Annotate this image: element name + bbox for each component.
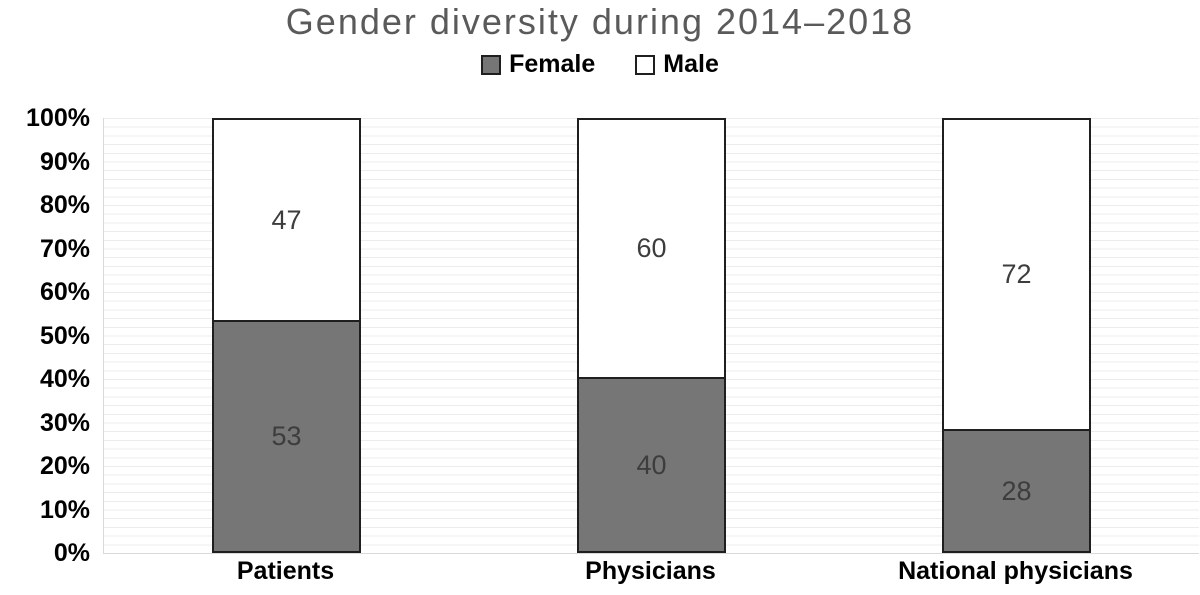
data-label-male: 72 — [1001, 259, 1032, 289]
legend-label: Male — [663, 50, 719, 78]
y-tick-label: 100% — [26, 104, 90, 132]
y-tick-label: 0% — [53, 539, 90, 567]
y-tick-label: 20% — [39, 452, 90, 480]
bar-segment-female-patients: 53 — [212, 320, 361, 553]
legend-swatch-male-icon — [635, 54, 656, 75]
bar-segment-male-patients: 47 — [212, 118, 361, 322]
y-tick-label: 40% — [39, 365, 90, 393]
data-label-female: 40 — [636, 449, 667, 480]
bar-patients: 47 53 — [212, 118, 361, 553]
data-label-female: 28 — [1001, 475, 1032, 506]
bar-segment-male-national-physicians: 72 — [942, 118, 1091, 431]
y-tick-label: 10% — [39, 495, 90, 524]
x-axis: Patients Physicians National physicians — [103, 557, 1198, 593]
data-label-male: 60 — [636, 233, 667, 263]
legend-swatch-female-icon — [481, 54, 502, 75]
chart-title: Gender diversity during 2014–2018 — [285, 1, 915, 42]
bar-segment-female-national-physicians: 28 — [942, 429, 1091, 553]
x-category-label-national-physicians: National physicians — [898, 557, 1133, 585]
y-tick-label: 90% — [39, 147, 90, 176]
y-tick-label: 50% — [39, 321, 90, 350]
legend-item-female: Female — [481, 50, 595, 79]
bar-segment-male-physicians: 60 — [577, 118, 726, 379]
y-tick-label: 70% — [39, 234, 90, 263]
y-tick-label: 60% — [39, 278, 90, 306]
x-category-label-patients: Patients — [236, 557, 335, 585]
data-label-male: 47 — [271, 204, 302, 235]
legend-item-male: Male — [635, 50, 719, 79]
bar-national-physicians: 72 28 — [942, 118, 1091, 553]
plot-area: 47 53 60 40 72 28 — [103, 118, 1199, 554]
x-category-label-physicians: Physicians — [585, 557, 716, 585]
y-tick-label: 30% — [39, 408, 90, 437]
bar-physicians: 60 40 — [577, 118, 726, 553]
legend-label: Female — [509, 50, 596, 78]
legend: Female Male — [0, 50, 1200, 79]
bar-segment-female-physicians: 40 — [577, 377, 726, 553]
data-label-female: 53 — [271, 421, 302, 451]
y-tick-label: 80% — [39, 191, 90, 219]
y-axis: 0% 10% 20% 30% 40% 50% 60% 70% 80% 90% 100% — [0, 0, 96, 595]
